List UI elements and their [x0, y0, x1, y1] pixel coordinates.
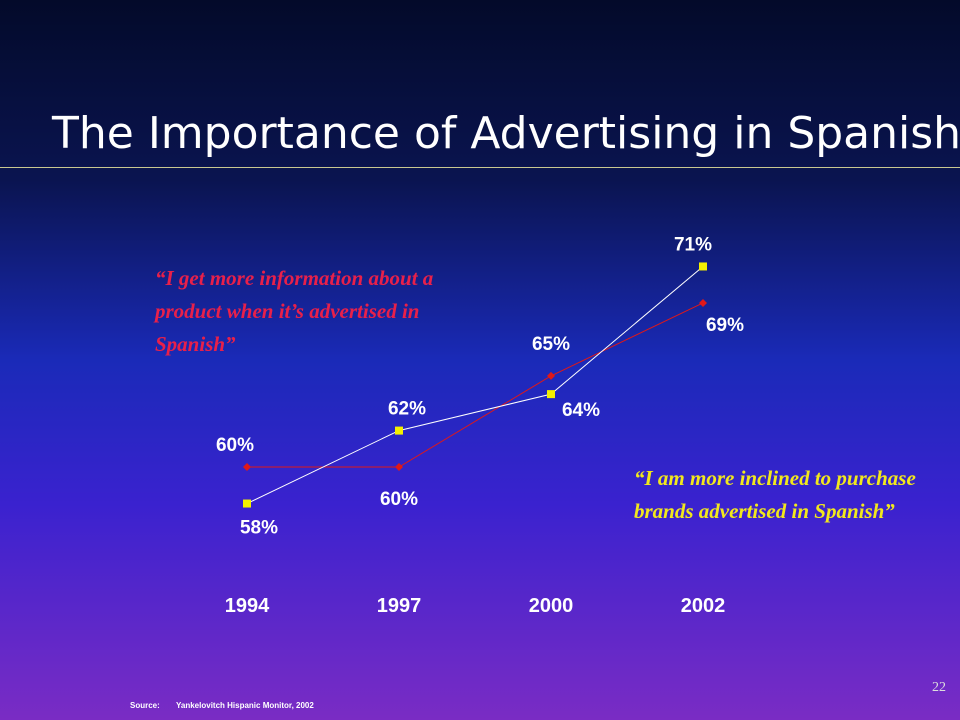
yellow-series-line: [246, 266, 704, 504]
x-tick-2002: 2002: [681, 595, 726, 617]
yellow-point-1997: [395, 426, 403, 435]
source-label: Source:: [130, 701, 160, 710]
yellow-label-2002: 71%: [674, 234, 712, 255]
page-title: The Importance of Advertising in Spanish: [52, 108, 960, 159]
title-divider: [0, 167, 960, 168]
source-text: Yankelovitch Hispanic Monitor, 2002: [176, 701, 314, 710]
yellow-point-2002: [699, 262, 707, 271]
source-note: Source: Yankelovitch Hispanic Monitor, 20…: [130, 701, 314, 710]
x-tick-2000: 2000: [529, 595, 574, 617]
yellow-label-2000: 64%: [562, 400, 600, 421]
yellow-label-1994: 58%: [240, 518, 278, 539]
x-tick-1997: 1997: [377, 595, 422, 617]
yellow-point-2000: [547, 390, 555, 399]
red-point-2002: [699, 298, 707, 307]
red-point-2000: [547, 371, 555, 380]
page-number: 22: [932, 680, 946, 695]
red-label-1994: 60%: [216, 435, 254, 456]
red-label-2002: 69%: [706, 315, 744, 336]
yellow-point-1994: [243, 499, 251, 508]
red-point-1994: [243, 463, 251, 472]
red-label-2000: 65%: [532, 334, 570, 355]
yellow-label-1997: 62%: [388, 399, 426, 420]
red-point-1997: [395, 463, 403, 472]
quote-information: “I get more information about a product …: [155, 266, 434, 356]
red-label-1997: 60%: [380, 489, 418, 510]
quote-purchase: “I am more inclined to purchase brands a…: [634, 466, 916, 523]
x-tick-1994: 1994: [225, 595, 270, 617]
